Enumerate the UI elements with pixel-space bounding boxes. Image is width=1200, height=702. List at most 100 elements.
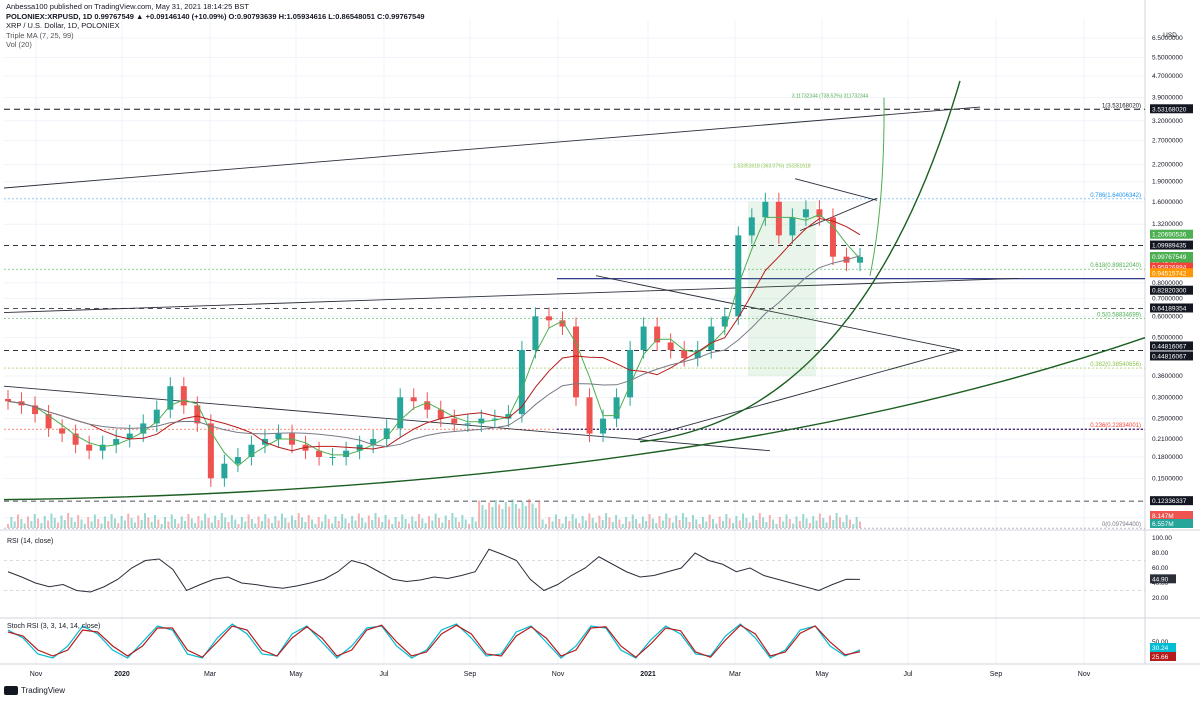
volume-bar: [481, 505, 484, 528]
volume-bar: [785, 514, 788, 528]
volume-bar: [404, 519, 407, 528]
time-tick-label: Jul: [904, 671, 913, 678]
volume-bar: [73, 522, 76, 528]
volume-bar: [381, 522, 384, 528]
price-tag-label: 8.147M: [1152, 513, 1174, 520]
candle-body: [464, 423, 471, 425]
fib-level-label: 0.786(1.64006342): [1090, 193, 1141, 199]
volume-bar: [227, 522, 230, 528]
volume-bar: [254, 523, 257, 528]
volume-bar: [705, 521, 708, 528]
candle-body: [221, 463, 228, 479]
price-tag: [1150, 251, 1193, 261]
volume-bar: [815, 520, 818, 528]
time-tick-label: Mar: [729, 671, 742, 678]
volume-bar: [708, 514, 711, 528]
volume-bar: [621, 524, 624, 528]
candle-body: [681, 349, 688, 359]
volume-bar: [417, 514, 420, 528]
volume-bar: [738, 520, 741, 528]
volume-bar: [571, 514, 574, 528]
price-range-box: [748, 201, 816, 377]
volume-bar: [575, 518, 577, 528]
trendline: [595, 275, 961, 351]
candle-body: [86, 444, 93, 451]
volume-bar: [564, 516, 567, 528]
volume-bar: [792, 523, 795, 528]
volume-bar: [588, 513, 591, 528]
volume-bar: [855, 517, 858, 528]
volume-bar: [17, 514, 20, 528]
volume-bar: [87, 517, 90, 528]
candle-body: [451, 418, 458, 424]
volume-bar: [561, 523, 564, 528]
volume-bar: [284, 518, 287, 528]
volume-bar: [722, 521, 725, 528]
candle-body: [518, 349, 525, 415]
price-tag: [1150, 240, 1193, 250]
volume-bar: [357, 513, 360, 528]
fib-level-label: 0.236(0.22834001): [1090, 423, 1141, 429]
stoch-value-label: 25.66: [1152, 654, 1169, 661]
volume-bar: [725, 514, 728, 528]
volume-bar: [414, 521, 417, 528]
time-tick-label: May: [289, 671, 303, 678]
volume-bar: [301, 517, 304, 528]
volume-bar: [304, 522, 307, 528]
volume-bar: [625, 517, 628, 528]
time-tick-label: Sep: [464, 671, 477, 678]
candle-body: [573, 326, 579, 398]
volume-bar: [140, 520, 143, 528]
volume-bar: [170, 514, 173, 528]
volume-bar: [317, 517, 320, 528]
volume-bar: [337, 521, 340, 528]
volume-bar: [685, 517, 688, 528]
trendline: [3, 278, 1019, 313]
rsi-value-tag: [1150, 574, 1176, 584]
volume-bar: [401, 514, 404, 528]
measure-annotation: 1.53351618 (363.07%) 153351618: [733, 163, 811, 169]
rsi-tick-label: 100.00: [1152, 535, 1172, 542]
volume-bar: [331, 523, 334, 528]
time-tick-label: Sep: [990, 671, 1003, 678]
indicator-volume: Vol (20): [6, 40, 32, 49]
volume-bar: [661, 520, 664, 528]
price-tag: [1150, 341, 1193, 351]
volume-bar: [474, 521, 477, 528]
volume-bar: [688, 522, 691, 528]
symbol-line: POLONIEX:XRPUSD, 1D 0.99767549 ▲ +0.0914…: [6, 11, 425, 21]
candle-body: [153, 409, 160, 424]
candle-body: [478, 418, 485, 424]
volume-bar: [97, 519, 100, 528]
moving-average-line: [7, 218, 861, 452]
price-tag: [1150, 262, 1193, 272]
time-tick-label: Mar: [204, 671, 217, 678]
volume-bar: [635, 519, 638, 528]
volume-bar: [691, 515, 694, 528]
volume-bar: [57, 522, 60, 528]
volume-bar: [113, 518, 116, 528]
volume-bar: [30, 521, 33, 528]
volume-bar: [735, 516, 738, 528]
candle-body: [275, 433, 282, 440]
volume-bar: [641, 516, 644, 528]
volume-bar: [701, 517, 704, 528]
price-tag: [1150, 351, 1193, 361]
time-tick-label: Jul: [380, 671, 389, 678]
volume-bar: [110, 514, 113, 528]
stoch-line: [7, 624, 861, 658]
price-tick-label: 5.5000000: [1152, 55, 1183, 62]
volume-bar: [250, 519, 253, 528]
price-tag-label: 1.20690536: [1152, 232, 1187, 239]
candle-body: [789, 217, 796, 236]
volume-bar: [451, 513, 454, 528]
volume-bar: [190, 518, 193, 528]
candle-body: [857, 256, 863, 263]
volume-bar: [377, 517, 380, 528]
volume-bar: [354, 520, 357, 528]
volume-bar: [197, 516, 200, 528]
trendline: [794, 178, 878, 201]
price-tick-label: 0.3600000: [1152, 373, 1183, 380]
candle-body: [802, 209, 809, 218]
